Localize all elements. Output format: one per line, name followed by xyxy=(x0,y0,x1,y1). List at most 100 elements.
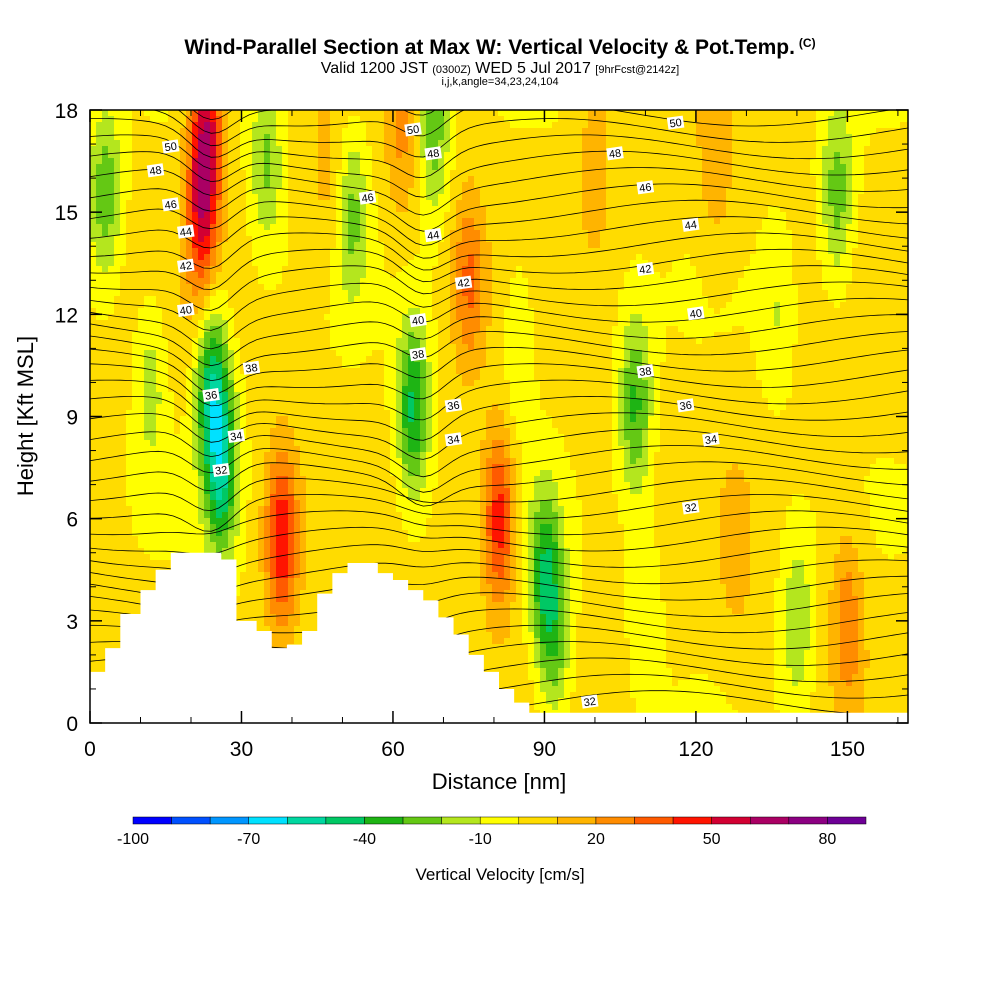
velocity-cell xyxy=(174,122,181,129)
velocity-cell xyxy=(144,218,151,225)
velocity-cell xyxy=(132,278,139,285)
velocity-cell xyxy=(276,320,283,327)
velocity-cell xyxy=(492,284,499,291)
velocity-cell xyxy=(378,272,385,279)
velocity-cell xyxy=(258,206,265,213)
velocity-cell xyxy=(372,134,379,141)
velocity-cell xyxy=(876,290,883,297)
velocity-cell xyxy=(270,284,277,291)
velocity-cell xyxy=(102,194,109,201)
velocity-cell xyxy=(822,140,829,147)
velocity-cell xyxy=(486,254,493,261)
velocity-cell xyxy=(192,164,199,171)
velocity-cell xyxy=(486,284,493,291)
velocity-cell xyxy=(480,314,487,321)
velocity-cell xyxy=(522,248,529,255)
velocity-cell xyxy=(390,308,397,315)
velocity-cell xyxy=(222,218,229,225)
velocity-cell xyxy=(210,140,217,147)
velocity-cell xyxy=(126,224,133,231)
velocity-cell xyxy=(396,140,403,147)
velocity-cell xyxy=(276,182,283,189)
velocity-cell xyxy=(348,296,355,303)
velocity-cell xyxy=(660,230,667,237)
velocity-cell xyxy=(180,200,187,207)
velocity-cell xyxy=(774,158,781,165)
velocity-cell xyxy=(168,302,175,309)
velocity-cell xyxy=(894,242,901,249)
velocity-cell xyxy=(690,206,697,213)
velocity-cell xyxy=(288,110,295,117)
velocity-cell xyxy=(486,176,493,183)
velocity-cell xyxy=(726,176,733,183)
velocity-cell xyxy=(306,182,313,189)
velocity-cell xyxy=(114,116,121,123)
velocity-cell xyxy=(594,206,601,213)
velocity-cell xyxy=(678,164,685,171)
velocity-cell xyxy=(600,284,607,291)
velocity-cell xyxy=(600,176,607,183)
velocity-cell xyxy=(852,182,859,189)
velocity-cell xyxy=(312,296,319,303)
velocity-cell xyxy=(462,194,469,201)
velocity-cell xyxy=(882,194,889,201)
velocity-cell xyxy=(282,224,289,231)
velocity-cell xyxy=(540,182,547,189)
velocity-cell xyxy=(504,140,511,147)
velocity-cell xyxy=(762,206,769,213)
velocity-cell xyxy=(606,302,613,309)
velocity-cell xyxy=(870,236,877,243)
velocity-cell xyxy=(786,236,793,243)
velocity-cell xyxy=(840,206,847,213)
velocity-cell xyxy=(318,212,325,219)
velocity-cell xyxy=(756,140,763,147)
velocity-cell xyxy=(762,194,769,201)
velocity-cell xyxy=(582,224,589,231)
velocity-cell xyxy=(240,224,247,231)
velocity-cell xyxy=(222,260,229,267)
velocity-cell xyxy=(606,122,613,129)
velocity-cell xyxy=(768,128,775,135)
velocity-cell xyxy=(240,176,247,183)
velocity-cell xyxy=(402,212,409,219)
velocity-cell xyxy=(354,194,361,201)
velocity-cell xyxy=(384,278,391,285)
velocity-cell xyxy=(408,242,415,249)
velocity-cell xyxy=(420,266,427,273)
velocity-cell xyxy=(120,236,127,243)
velocity-cell xyxy=(810,122,817,129)
velocity-cell xyxy=(318,140,325,147)
velocity-cell xyxy=(534,176,541,183)
velocity-cell xyxy=(654,116,661,123)
velocity-cell xyxy=(810,200,817,207)
velocity-cell xyxy=(846,122,853,129)
velocity-cell xyxy=(510,200,517,207)
velocity-cell xyxy=(114,314,121,321)
velocity-cell xyxy=(594,248,601,255)
velocity-cell xyxy=(252,308,259,315)
velocity-cell xyxy=(438,176,445,183)
velocity-cell xyxy=(648,272,655,279)
velocity-cell xyxy=(420,260,427,267)
velocity-cell xyxy=(402,164,409,171)
velocity-cell xyxy=(102,248,109,255)
velocity-cell xyxy=(798,278,805,285)
velocity-cell xyxy=(816,290,823,297)
velocity-cell xyxy=(534,140,541,147)
velocity-cell xyxy=(438,260,445,267)
velocity-cell xyxy=(240,278,247,285)
velocity-cell xyxy=(564,146,571,153)
velocity-cell xyxy=(624,266,631,273)
velocity-cell xyxy=(552,248,559,255)
velocity-cell xyxy=(546,128,553,135)
velocity-cell xyxy=(408,140,415,147)
velocity-cell xyxy=(636,194,643,201)
velocity-cell xyxy=(522,164,529,171)
velocity-cell xyxy=(492,308,499,315)
velocity-cell xyxy=(432,308,439,315)
velocity-cell xyxy=(510,116,517,123)
velocity-cell xyxy=(324,296,331,303)
velocity-cell xyxy=(282,110,289,117)
velocity-cell xyxy=(150,236,157,243)
velocity-cell xyxy=(552,284,559,291)
